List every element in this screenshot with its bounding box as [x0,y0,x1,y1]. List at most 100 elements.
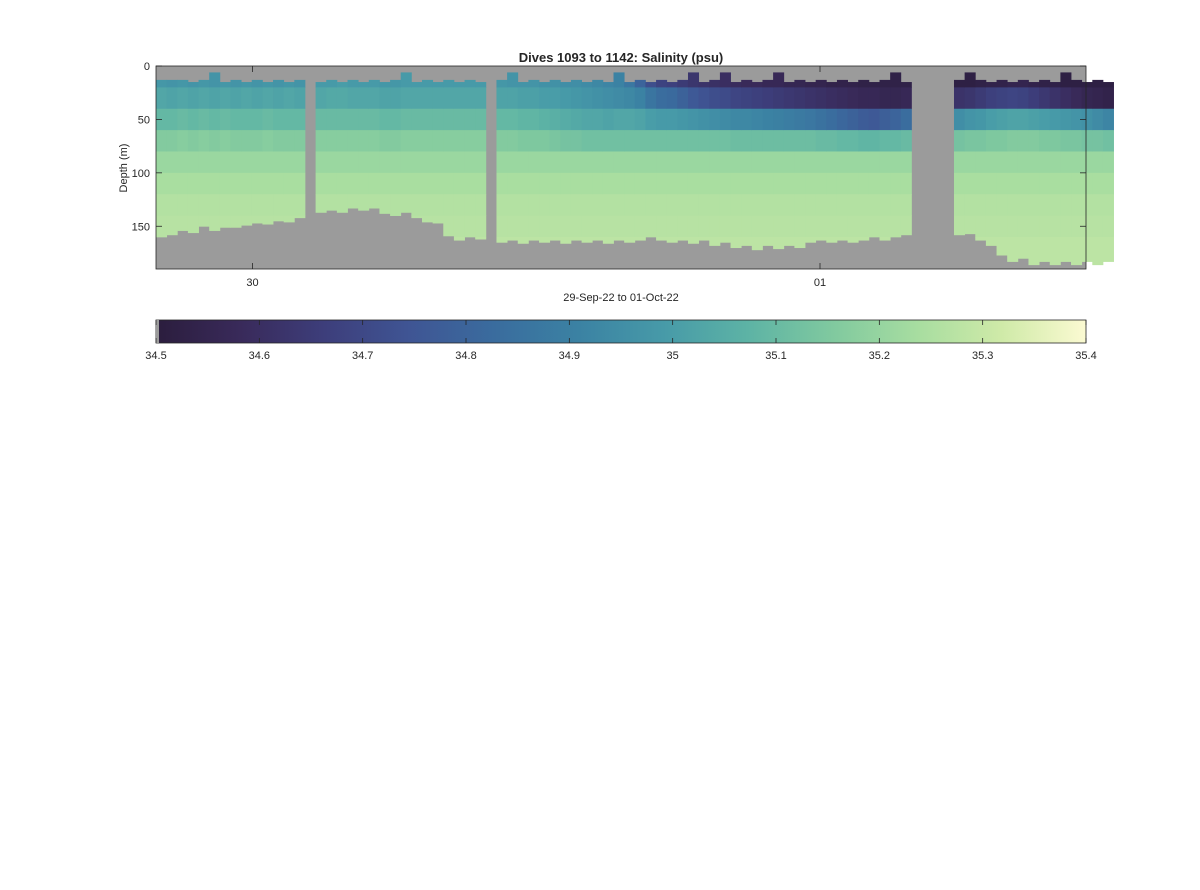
y-tick-label: 150 [132,221,150,233]
heatmap-cell [868,82,880,88]
heatmap-cell [634,194,646,216]
heatmap-cell [900,215,912,236]
heatmap-cell [283,215,295,223]
heatmap-cell [273,172,285,195]
heatmap-cell [230,215,242,228]
heatmap-cell [570,130,582,152]
heatmap-cell [677,215,689,238]
heatmap-cell [1092,79,1104,88]
heatmap-cell [624,87,636,110]
heatmap-cell [1007,130,1019,152]
heatmap-cell [1092,236,1104,266]
heatmap-cell [294,79,306,88]
heatmap-cell [241,82,253,88]
heatmap-cell [1049,87,1061,110]
heatmap-cell [698,172,710,195]
heatmap-cell [858,194,870,216]
heatmap-cell [751,151,763,174]
heatmap-cell [890,108,902,131]
heatmap-cell [730,151,742,174]
heatmap-cell [1060,172,1072,195]
heatmap-cell [805,194,817,216]
x-tick-label: 01 [814,277,826,289]
heatmap-cell [953,215,966,236]
heatmap-cell [1071,194,1083,216]
heatmap-cell [581,151,593,174]
heatmap-cell [879,151,891,174]
heatmap-cell [262,108,274,131]
heatmap-cell [496,151,508,174]
heatmap-cell [326,87,338,110]
heatmap-cell [539,108,551,131]
heatmap-cell [656,194,668,216]
heatmap-cell [985,172,997,195]
heatmap-cell [1017,172,1029,195]
heatmap-cell [368,194,380,209]
heatmap-cell [549,236,561,241]
heatmap-cell [805,130,817,152]
heatmap-cell [528,215,540,238]
heatmap-cell [677,194,689,216]
chart-title: Dives 1093 to 1142: Salinity (psu) [519,50,723,65]
heatmap-cell [326,130,338,152]
heatmap-cells [156,66,1114,269]
heatmap-cell [762,130,774,152]
heatmap-cell [879,215,891,238]
heatmap-cell [783,82,795,88]
heatmap-cell [496,87,508,110]
heatmap-cell [1028,108,1040,131]
heatmap-cell [528,172,540,195]
heatmap-cell [570,172,582,195]
heatmap-cell [1092,194,1104,216]
heatmap-cell [996,172,1008,195]
heatmap-cell [592,236,604,241]
heatmap-cell [422,172,434,195]
heatmap-cell [1049,172,1061,195]
heatmap-cell [794,87,806,110]
heatmap-cell [453,215,465,238]
heatmap-cell [698,215,710,238]
heatmap-cell [900,172,912,195]
heatmap-cell [315,82,327,88]
heatmap-cell [315,172,327,195]
heatmap-cell [592,151,604,174]
heatmap-cell [751,108,763,131]
heatmap-cell [475,108,487,131]
heatmap-cell [953,108,966,131]
heatmap-cell [953,87,966,110]
heatmap-cell [1049,82,1061,88]
heatmap-cell [1007,215,1019,238]
heatmap-cell [528,151,540,174]
heatmap-cell [985,215,997,238]
heatmap-cell [1102,236,1114,262]
heatmap-cell [613,194,625,216]
heatmap-cell [677,151,689,174]
heatmap-cell [209,151,221,174]
heatmap-cell [666,194,678,216]
heatmap-cell [687,151,700,174]
heatmap-cell [187,130,199,152]
heatmap-cell [507,130,519,152]
heatmap-cell [411,215,423,219]
heatmap-cell [794,194,806,216]
heatmap-cell [1060,194,1072,216]
heatmap-cell [805,87,817,110]
heatmap-cell [347,108,359,131]
heatmap-cell [953,79,966,88]
heatmap-cell [251,151,263,174]
heatmap-cell [326,108,338,131]
heatmap-cell [400,130,412,152]
heatmap-cell [336,194,348,213]
heatmap-cell [443,130,455,152]
heatmap-cell [858,130,870,152]
heatmap-cell [347,130,359,152]
heatmap-cell [390,172,402,195]
heatmap-cell [326,194,338,211]
heatmap-cell [273,79,285,88]
heatmap-cell [241,215,253,226]
heatmap-cell [826,151,838,174]
heatmap-cell [496,194,508,216]
heatmap-cell [187,194,199,216]
heatmap-cell [570,194,582,216]
heatmap-cell [400,87,412,110]
